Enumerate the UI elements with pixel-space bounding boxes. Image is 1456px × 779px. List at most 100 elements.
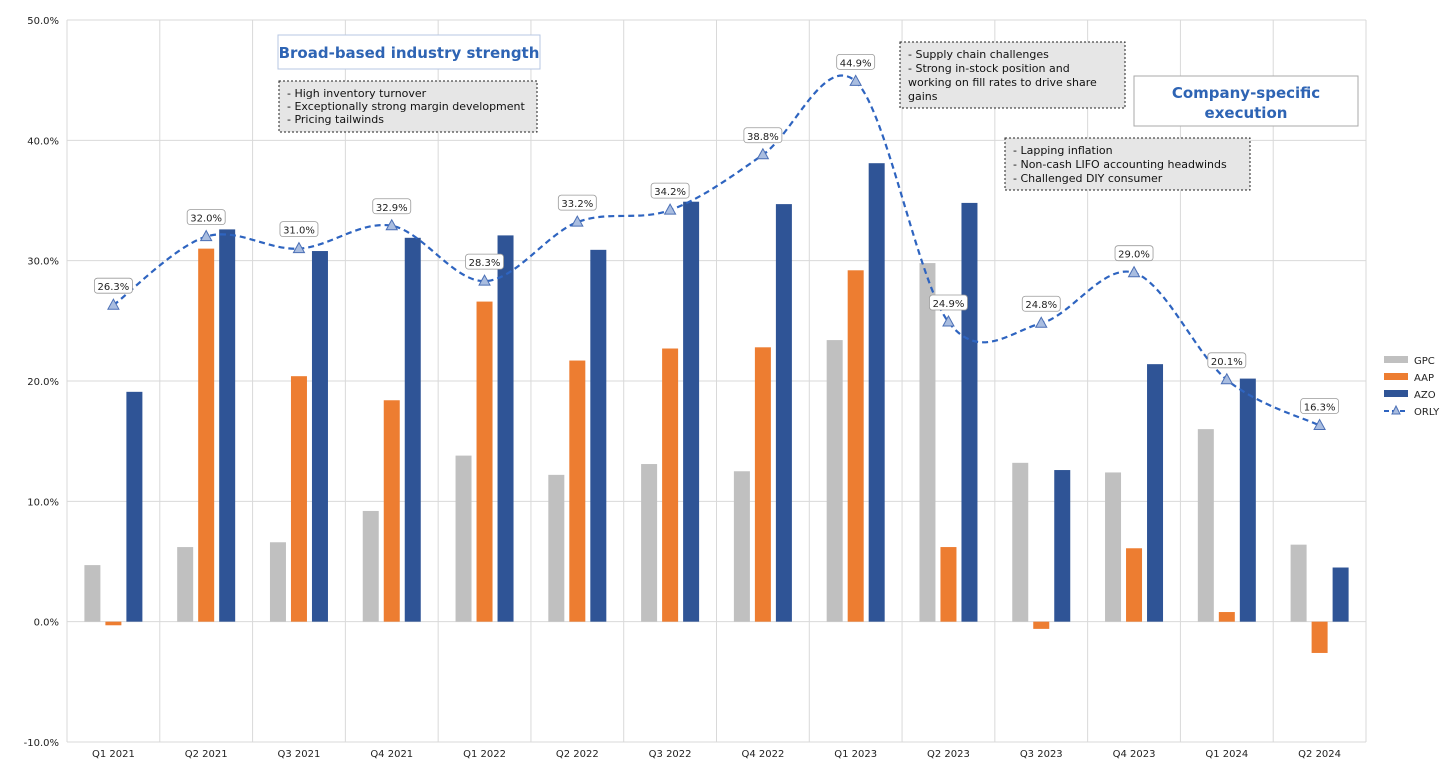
legend-marker-orly	[1391, 404, 1401, 415]
orly-data-label: 31.0%	[283, 226, 315, 237]
broad-note-2: - Exceptionally strong margin developmen…	[287, 100, 526, 113]
bar-gpc	[733, 471, 750, 622]
y-tick-label: -10.0%	[24, 738, 59, 749]
bar-azo	[868, 163, 885, 622]
bar-aap	[105, 621, 122, 626]
bar-azo	[590, 249, 607, 622]
x-tick-label: Q2 2024	[1298, 749, 1341, 760]
x-tick-label: Q1 2021	[92, 749, 135, 760]
bar-azo	[497, 235, 514, 622]
bar-gpc	[919, 263, 936, 622]
orly-data-label: 32.0%	[190, 214, 222, 225]
legend-swatch-gpc	[1384, 356, 1408, 363]
bar-gpc	[641, 464, 658, 622]
y-tick-label: 40.0%	[27, 136, 59, 147]
y-tick-label: 30.0%	[27, 257, 59, 268]
y-tick-label: 0.0%	[34, 618, 59, 629]
x-tick-label: Q1 2023	[834, 749, 877, 760]
bar-gpc	[455, 455, 472, 622]
orly-marker	[570, 215, 584, 227]
orly-data-label: 32.9%	[376, 203, 408, 214]
orly-label-box	[1114, 245, 1154, 262]
orly-label-box	[279, 221, 319, 238]
bar-gpc	[1012, 462, 1029, 622]
x-tick-label: Q2 2022	[556, 749, 599, 760]
orly-data-label: 24.8%	[1025, 300, 1057, 311]
bar-azo	[311, 251, 328, 622]
orly-data-label: 26.3%	[98, 282, 130, 293]
supply-note-2: - Strong in-stock position and	[908, 62, 1070, 75]
y-axis: -10.0% 0.0% 10.0% 20.0% 30.0% 40.0% 50.0%	[24, 16, 59, 749]
legend: GPC AAP AZO ORLY	[1384, 356, 1440, 418]
orly-marker	[385, 218, 399, 231]
legend-label-gpc: GPC	[1414, 356, 1435, 367]
bar-azo	[219, 229, 236, 622]
bar-gpc	[269, 542, 286, 622]
supply-note-1: - Supply chain challenges	[908, 48, 1049, 61]
bar-gpc	[177, 547, 194, 622]
orly-marker	[478, 274, 491, 286]
legend-label-aap: AAP	[1414, 373, 1434, 384]
y-tick-label: 20.0%	[27, 377, 59, 388]
bar-aap	[1126, 548, 1143, 622]
bar-aap	[662, 348, 679, 622]
bar-azo	[1332, 567, 1349, 622]
y-tick-label: 10.0%	[27, 497, 59, 508]
bar-azo	[404, 237, 421, 622]
orly-marker	[849, 74, 863, 86]
orly-data-label: 29.0%	[1118, 250, 1150, 261]
legend-swatch-aap	[1384, 373, 1408, 380]
x-tick-label: Q2 2023	[927, 749, 970, 760]
broad-note-3: - Pricing tailwinds	[287, 113, 384, 126]
bar-gpc	[826, 340, 843, 622]
orly-label-box	[372, 198, 412, 215]
bar-azo	[683, 201, 700, 622]
x-tick-label: Q4 2021	[370, 749, 413, 760]
gridlines	[66, 19, 1367, 743]
bar-aap	[1311, 621, 1328, 653]
x-tick-label: Q3 2022	[649, 749, 692, 760]
x-tick-label: Q4 2023	[1113, 749, 1156, 760]
orly-label-box	[186, 209, 226, 226]
bar-aap	[754, 347, 771, 622]
legend-swatch-azo	[1384, 390, 1408, 397]
bar-azo	[1147, 364, 1164, 622]
orly-data-label: 28.3%	[469, 258, 501, 269]
orly-label-box	[93, 277, 133, 294]
y-tick-label: 50.0%	[27, 16, 59, 27]
lapping-note-1: - Lapping inflation	[1013, 144, 1113, 157]
company-execution-callout: Company-specific execution	[1133, 75, 1359, 127]
supply-note-4: gains	[908, 90, 938, 103]
orly-data-label: 24.9%	[933, 299, 965, 310]
company-execution-title-line1: Company-specific	[1172, 84, 1320, 102]
bar-gpc	[548, 474, 565, 622]
broad-strength-title: Broad-based industry strength	[279, 44, 540, 62]
bar-azo	[775, 204, 792, 622]
supply-note-3: working on fill rates to drive share	[908, 76, 1097, 89]
orly-marker	[1313, 418, 1326, 431]
bar-aap	[290, 376, 307, 622]
orly-data-label: 20.1%	[1211, 357, 1243, 368]
orly-data-label: 44.9%	[840, 58, 872, 69]
x-tick-label: Q1 2022	[463, 749, 506, 760]
orly-label-box	[650, 182, 690, 199]
lapping-note-3: - Challenged DIY consumer	[1013, 172, 1163, 185]
orly-marker	[292, 241, 306, 254]
bar-aap	[198, 248, 215, 622]
orly-marker	[107, 298, 120, 310]
supply-notes-box: - Supply chain challenges - Strong in-st…	[899, 41, 1126, 109]
orly-marker	[199, 229, 213, 242]
bars	[84, 163, 1349, 653]
x-tick-label: Q3 2023	[1020, 749, 1063, 760]
broad-strength-callout: Broad-based industry strength	[277, 34, 541, 70]
x-tick-label: Q2 2021	[185, 749, 228, 760]
orly-label-box	[557, 194, 597, 211]
x-tick-label: Q4 2022	[741, 749, 784, 760]
bar-azo	[126, 391, 143, 622]
bar-aap	[847, 270, 864, 622]
orly-label-box	[1207, 352, 1247, 369]
x-tick-label: Q1 2024	[1205, 749, 1248, 760]
company-execution-title-line2: execution	[1205, 104, 1288, 122]
